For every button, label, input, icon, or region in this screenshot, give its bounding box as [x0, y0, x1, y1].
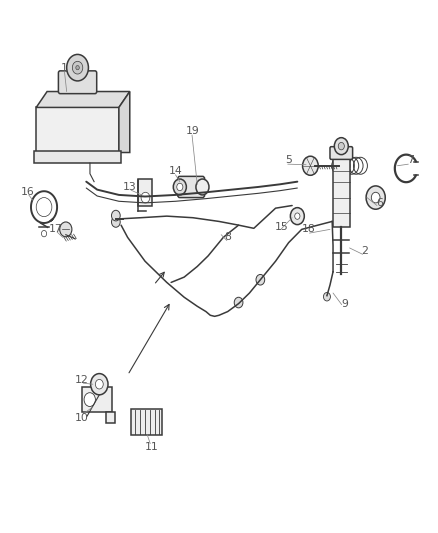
- Circle shape: [67, 54, 88, 81]
- FancyBboxPatch shape: [330, 147, 353, 159]
- Text: 19: 19: [186, 126, 200, 136]
- Circle shape: [72, 61, 83, 74]
- Circle shape: [371, 192, 380, 203]
- Circle shape: [95, 379, 103, 389]
- Circle shape: [91, 374, 108, 395]
- Bar: [36, 108, 119, 152]
- Text: 17: 17: [49, 224, 63, 235]
- Bar: [131, 409, 162, 434]
- Text: 5: 5: [285, 156, 292, 165]
- FancyBboxPatch shape: [178, 176, 205, 198]
- FancyBboxPatch shape: [58, 71, 97, 94]
- Circle shape: [338, 142, 344, 150]
- Circle shape: [177, 183, 183, 191]
- Circle shape: [234, 297, 243, 308]
- Bar: [333, 158, 350, 227]
- Circle shape: [42, 230, 47, 237]
- Circle shape: [256, 274, 265, 285]
- Polygon shape: [36, 92, 130, 108]
- Circle shape: [303, 156, 318, 175]
- Text: 13: 13: [123, 182, 137, 192]
- Circle shape: [173, 179, 186, 195]
- Text: 11: 11: [145, 442, 159, 452]
- Circle shape: [323, 293, 330, 301]
- Text: 9: 9: [342, 298, 349, 309]
- Text: 12: 12: [75, 375, 89, 385]
- Circle shape: [141, 192, 150, 203]
- Text: 1: 1: [61, 63, 68, 72]
- Text: 10: 10: [75, 413, 89, 423]
- Text: 6: 6: [377, 198, 384, 208]
- Circle shape: [295, 213, 300, 219]
- Circle shape: [196, 179, 209, 195]
- Text: 2: 2: [361, 246, 368, 256]
- Text: 8: 8: [224, 232, 231, 243]
- Bar: [82, 387, 113, 413]
- Circle shape: [112, 211, 120, 221]
- Text: 15: 15: [275, 222, 289, 232]
- Polygon shape: [119, 92, 130, 152]
- Text: 14: 14: [169, 166, 182, 176]
- Bar: [106, 413, 115, 423]
- Circle shape: [76, 66, 79, 70]
- Circle shape: [366, 186, 385, 209]
- Circle shape: [60, 222, 72, 237]
- Circle shape: [112, 216, 120, 227]
- Circle shape: [334, 138, 348, 155]
- Text: 16: 16: [21, 187, 34, 197]
- Circle shape: [290, 208, 304, 224]
- Bar: [138, 179, 152, 206]
- Circle shape: [84, 393, 95, 407]
- Text: 18: 18: [301, 224, 315, 235]
- Bar: [34, 151, 121, 163]
- Text: 7: 7: [407, 156, 414, 165]
